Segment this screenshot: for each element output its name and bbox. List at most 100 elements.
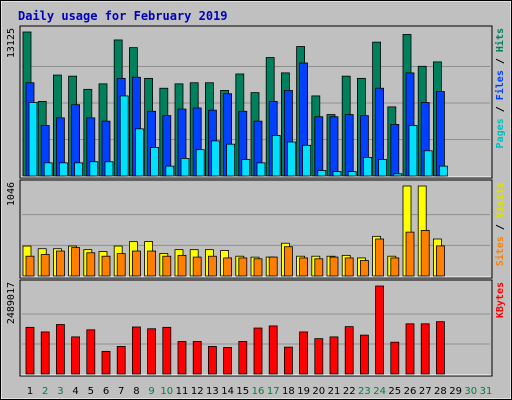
- x-axis-label: 16: [252, 386, 265, 397]
- middle-legend-sites: Sites: [494, 236, 506, 266]
- bottom-bar-kbytes: [268, 325, 278, 375]
- x-axis-label: 30: [464, 386, 477, 397]
- bottom-bar-kbytes: [420, 323, 430, 375]
- x-axis-label: 6: [103, 386, 109, 397]
- x-axis-label: 21: [328, 386, 341, 397]
- x-axis-label: 15: [236, 386, 249, 397]
- x-axis-label: 18: [282, 386, 295, 397]
- middle-bar-sites: [435, 245, 445, 277]
- top-bar-pages: [423, 150, 433, 177]
- middle-bar-sites: [131, 250, 141, 277]
- middle-bar-sites: [25, 255, 35, 277]
- top-legend-separator: /: [495, 52, 506, 70]
- x-axis-label: 23: [358, 386, 371, 397]
- x-axis-label: 17: [267, 386, 280, 397]
- top-bar-pages: [195, 149, 205, 177]
- top-bar-pages: [28, 102, 38, 177]
- top-bar-pages: [104, 161, 114, 177]
- top-bar-pages: [286, 141, 296, 177]
- top-bar-pages: [347, 171, 357, 177]
- x-axis-label: 10: [160, 386, 173, 397]
- bottom-legend-kbytes: KBytes: [495, 282, 506, 318]
- top-bar-pages: [271, 135, 281, 177]
- top-bar-pages: [332, 171, 342, 177]
- bottom-bar-kbytes: [177, 341, 187, 375]
- x-axis-label: 27: [419, 386, 432, 397]
- x-axis-label: 3: [57, 386, 63, 397]
- middle-bar-sites: [359, 260, 369, 277]
- top-bar-pages: [210, 140, 220, 177]
- top-bar-pages: [150, 147, 160, 177]
- middle-legend-visits: Visits: [494, 182, 506, 218]
- middle-bar-sites: [329, 256, 339, 277]
- top-bar-pages: [74, 162, 83, 177]
- bottom-bar-kbytes: [116, 346, 126, 375]
- bottom-bar-kbytes: [390, 341, 400, 375]
- middle-bar-sites: [405, 231, 415, 277]
- bottom-bar-kbytes: [314, 338, 324, 375]
- middle-bar-sites: [207, 255, 217, 277]
- bottom-bar-kbytes: [435, 321, 445, 375]
- x-axis-label: 1: [27, 386, 33, 397]
- bottom-legend-label: KBytes: [495, 282, 506, 318]
- top-bar-files: [390, 124, 400, 177]
- bottom-bar-kbytes: [147, 328, 157, 375]
- bottom-bar-kbytes: [405, 323, 415, 375]
- middle-bar-sites: [299, 257, 309, 277]
- bottom-bar-kbytes: [299, 331, 309, 375]
- middle-bar-sites: [101, 255, 111, 277]
- x-axis-label: 29: [449, 386, 462, 397]
- bottom-max-label: 2489017: [6, 282, 17, 324]
- middle-max-label: 1046: [6, 182, 17, 206]
- x-axis-label: 26: [404, 386, 417, 397]
- chart-title: Daily usage for February 2019: [18, 9, 228, 23]
- middle-bar-sites: [268, 256, 278, 277]
- x-axis-label: 4: [72, 386, 78, 397]
- x-axis-label: 31: [480, 386, 493, 397]
- middle-bar-sites: [314, 258, 324, 277]
- middle-bar-sites: [390, 257, 400, 277]
- top-bar-files: [329, 116, 339, 177]
- top-bar-pages: [241, 159, 251, 177]
- top-bar-files: [435, 91, 445, 177]
- top-bar-pages: [256, 162, 266, 177]
- bottom-bar-kbytes: [253, 327, 263, 375]
- bottom-bar-kbytes: [283, 346, 293, 375]
- top-bar-pages: [408, 125, 418, 177]
- x-axis-label: 19: [297, 386, 310, 397]
- x-axis-label: 12: [191, 386, 204, 397]
- bottom-bar-kbytes: [40, 331, 50, 375]
- top-bar-pages: [362, 156, 372, 177]
- top-legend-files: Files: [494, 70, 506, 100]
- x-axis-label: 24: [373, 386, 386, 397]
- bottom-bar-kbytes: [86, 329, 96, 375]
- middle-bar-sites: [116, 253, 126, 277]
- top-legend-pages: Pages: [495, 118, 506, 148]
- middle-bar-sites: [375, 238, 385, 277]
- top-bar-pages: [378, 159, 388, 177]
- bottom-bar-kbytes: [56, 324, 65, 375]
- middle-bar-sites: [192, 256, 202, 277]
- bottom-bar-kbytes: [192, 341, 202, 375]
- x-axis-label: 25: [388, 386, 401, 397]
- bottom-bar-kbytes: [207, 346, 217, 375]
- middle-legend-separator: /: [495, 218, 506, 236]
- bottom-bar-kbytes: [329, 336, 339, 375]
- bottom-bar-kbytes: [359, 334, 369, 375]
- x-axis-label: 28: [434, 386, 447, 397]
- top-max-label: 13125: [6, 28, 17, 58]
- middle-bar-sites: [71, 247, 80, 277]
- x-axis-label: 20: [312, 386, 325, 397]
- x-axis-label: 8: [133, 386, 139, 397]
- middle-bar-sites: [177, 254, 187, 277]
- middle-bar-sites: [162, 255, 172, 277]
- x-axis-label: 9: [148, 386, 154, 397]
- top-legend-label: Pages / Files / Hits: [494, 28, 506, 148]
- bottom-bar-kbytes: [25, 326, 35, 375]
- bottom-bar-kbytes: [375, 285, 385, 375]
- top-bar-pages: [134, 128, 144, 177]
- x-axis-label: 2: [42, 386, 48, 397]
- middle-bar-sites: [238, 257, 248, 277]
- middle-bar-sites: [253, 258, 263, 277]
